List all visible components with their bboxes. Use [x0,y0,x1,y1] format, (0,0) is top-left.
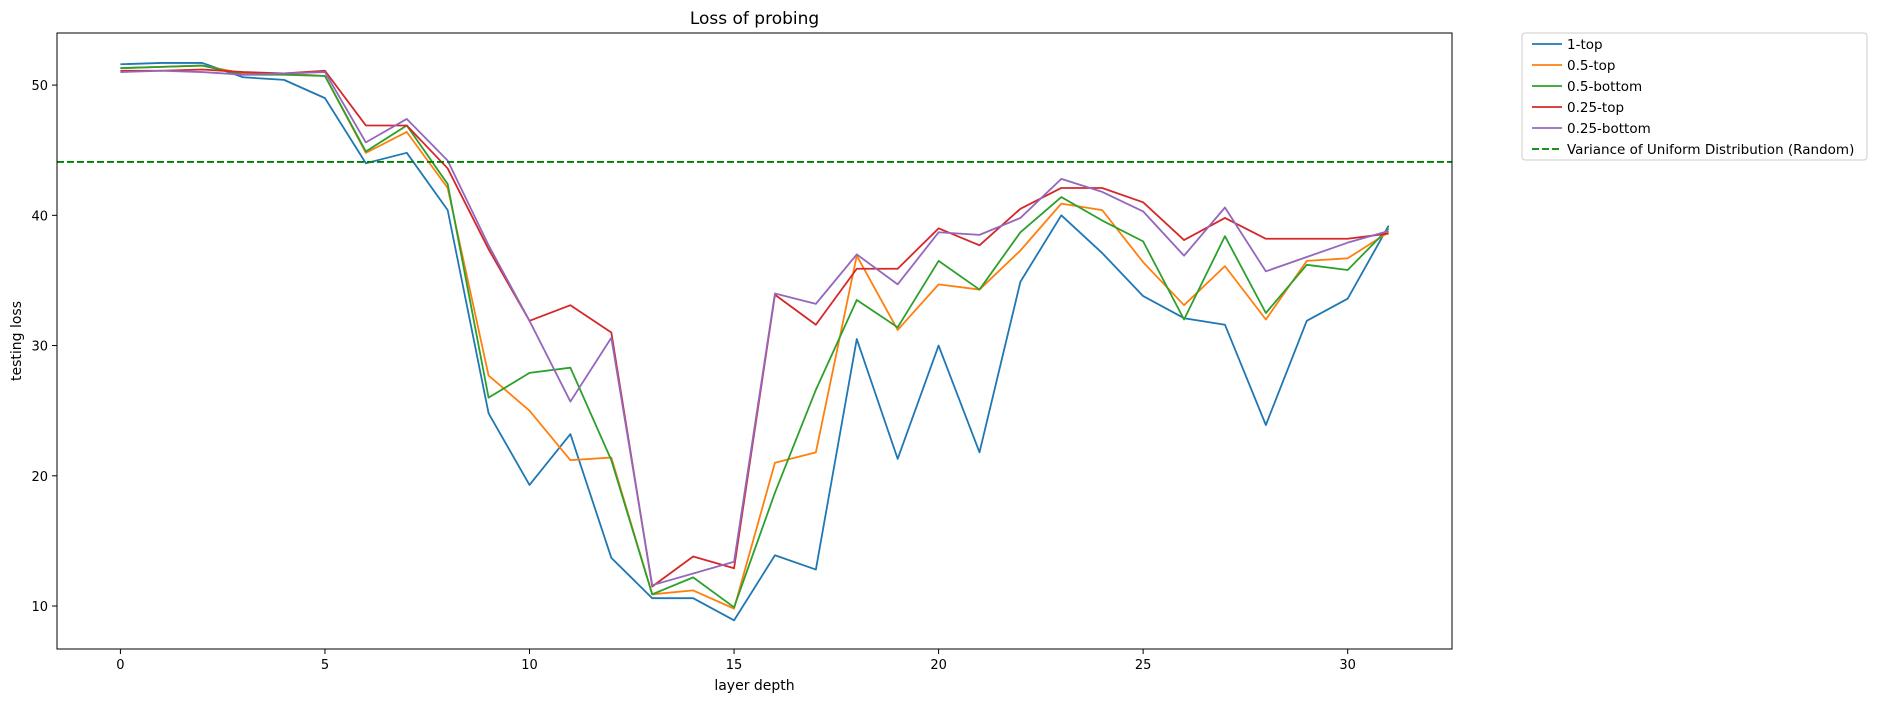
y-tick-label: 20 [31,470,48,485]
legend-label: 0.25-bottom [1567,121,1651,137]
series-line-4 [120,69,1389,587]
plot-area [57,62,1452,622]
y-tick-label: 50 [31,79,48,94]
x-axis: 0 5 10 15 20 25 30 [116,649,1356,673]
series-line-0 [120,62,1390,622]
y-tick-label: 10 [31,600,48,615]
x-tick-label: 10 [521,658,538,673]
series-line-2 [120,64,1390,609]
legend-label: 0.5-bottom [1567,79,1642,95]
legend: 1-top 0.5-top 0.5-bottom 0.25-top 0.25-botto… [1521,32,1868,161]
y-axis: 10 20 30 40 50 [31,79,57,615]
x-axis-label: layer depth [714,678,794,694]
plot-frame [56,32,1453,650]
x-tick-label: 5 [321,658,329,673]
x-tick-label: 25 [1135,658,1152,673]
y-tick-label: 30 [31,340,48,355]
series-line-1 [120,64,1390,610]
y-tick-label: 40 [31,209,48,224]
legend-label: 1-top [1567,37,1603,53]
legend-label: 0.25-top [1567,100,1624,116]
x-tick-label: 20 [930,658,947,673]
legend-label: 0.5-top [1567,58,1615,74]
series-line-3 [120,68,1389,588]
x-tick-label: 30 [1339,658,1356,673]
x-tick-label: 0 [116,658,124,673]
legend-frame [1521,32,1868,161]
x-tick-label: 15 [726,658,743,673]
chart-title: Loss of probing [690,9,819,29]
y-axis-label: testing loss [9,301,25,381]
legend-label: Variance of Uniform Distribution (Random… [1567,142,1854,158]
